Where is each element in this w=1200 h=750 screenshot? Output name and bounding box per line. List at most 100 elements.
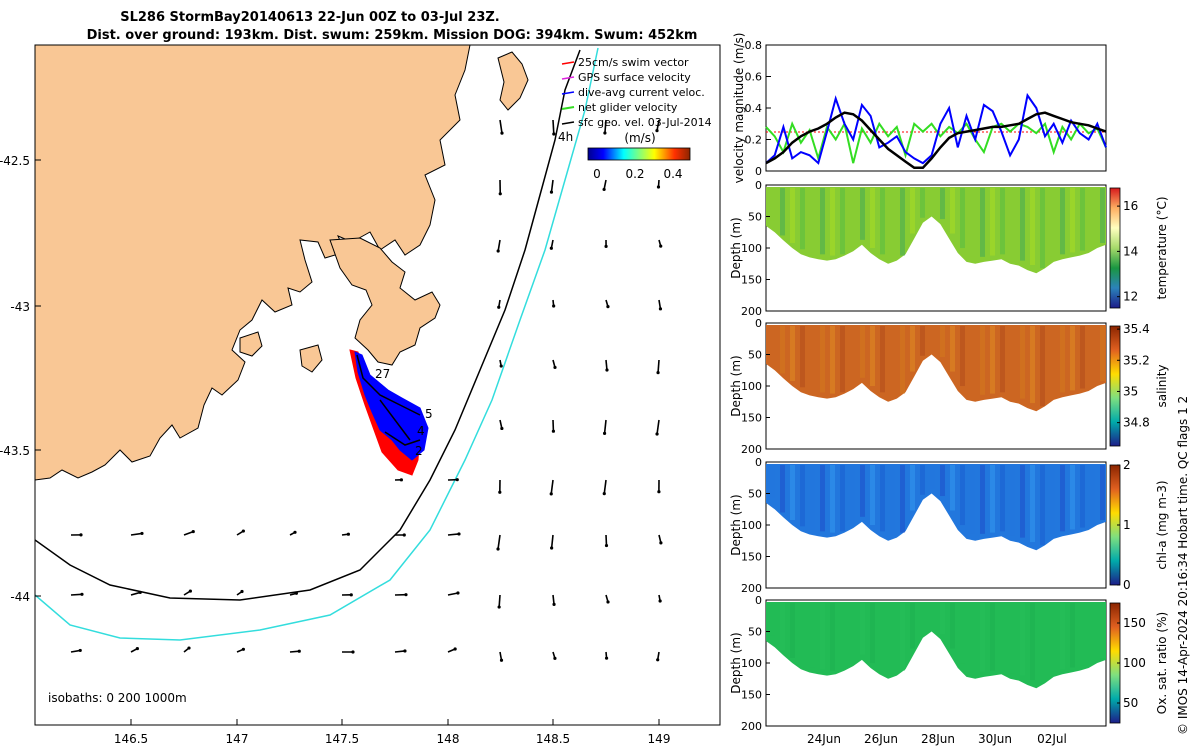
section-stripe xyxy=(780,603,785,651)
velocity-y-axis: 0 0.2 0.4 0.6 0.8 xyxy=(745,39,771,178)
current-vector-arrow xyxy=(289,591,298,596)
current-vector-arrow xyxy=(552,359,557,370)
section-stripe xyxy=(910,326,915,372)
section-stripe xyxy=(1100,188,1105,243)
land-mass xyxy=(35,45,471,481)
track-blue xyxy=(354,351,429,461)
current-vector-arrow xyxy=(70,533,83,537)
current-vector-arrow xyxy=(549,479,554,496)
colorbar-label: Ox. sat. ratio (%) xyxy=(1155,612,1169,714)
velocity-ytick: 0.6 xyxy=(745,71,763,84)
current-vector-arrow xyxy=(497,299,501,309)
current-vector-arrow xyxy=(498,479,502,494)
section-stripe xyxy=(1010,326,1015,397)
section-stripe xyxy=(900,465,905,533)
section-stripe xyxy=(1030,326,1035,404)
section-stripe xyxy=(960,188,965,249)
current-vector-arrow xyxy=(341,650,355,654)
section-ytick: 50 xyxy=(748,488,762,501)
section-stripe xyxy=(1040,603,1045,684)
current-vector-arrow xyxy=(236,529,245,536)
section-stripe xyxy=(1060,188,1065,255)
section-stripe xyxy=(1000,465,1005,532)
section-stripe xyxy=(780,188,785,236)
section-stripe xyxy=(790,465,795,520)
section-stripe xyxy=(950,603,955,649)
map-xtick-0: 146.5 xyxy=(114,732,148,746)
section-stripe xyxy=(810,188,815,253)
section-stripe xyxy=(1090,326,1095,387)
section-stripe xyxy=(870,326,875,387)
section-ytick: 200 xyxy=(741,305,762,318)
section-ytick: 200 xyxy=(741,720,762,733)
island-small xyxy=(239,331,263,357)
section-stripe xyxy=(770,603,775,636)
current-vector-arrow xyxy=(499,359,503,368)
section-stripe xyxy=(900,326,905,394)
map-colorbar-label: (m/s) xyxy=(624,131,655,145)
current-vector-arrow xyxy=(655,419,660,436)
current-vector-arrow xyxy=(496,534,501,551)
island-bruny xyxy=(299,344,323,373)
map-ytick-2: -43.5 xyxy=(0,444,30,458)
section-stripe xyxy=(930,188,935,212)
current-vector-arrow xyxy=(394,649,407,653)
section-panel: 0 50 100 150 200 Depth (m) 34.8 35 35.2 35.4 salin… xyxy=(729,317,1169,456)
current-vector-arrow xyxy=(497,594,501,609)
section-stripe xyxy=(950,326,955,372)
section-stripe xyxy=(850,326,855,385)
section-ytick: 0 xyxy=(755,179,762,192)
section-stripe xyxy=(1000,603,1005,670)
section-stripe xyxy=(980,465,985,534)
section-stripe xyxy=(920,603,925,633)
current-vector-arrow xyxy=(236,647,245,653)
date-tick-1: 26Jun xyxy=(864,732,898,746)
map-xtick-1: 147 xyxy=(226,732,249,746)
section-stripe xyxy=(1100,603,1105,658)
map-xtick-5: 149 xyxy=(648,732,671,746)
section-ytick: 100 xyxy=(741,242,762,255)
section-stripe xyxy=(840,188,845,255)
current-vector-arrow xyxy=(605,594,610,604)
section-stripe xyxy=(1050,465,1055,534)
current-vector-arrow xyxy=(603,119,607,135)
legend-geo: sfc geo. vel. 03-Jul-2014 xyxy=(578,116,712,129)
section-ytick: 200 xyxy=(741,582,762,595)
current-vector-arrow xyxy=(236,589,244,596)
section-stripe xyxy=(1040,326,1045,407)
section-ylabel: Depth (m) xyxy=(729,355,743,416)
section-colorbar xyxy=(1109,325,1121,447)
section-stripe xyxy=(770,188,775,221)
title-line-2: Dist. over ground: 193km. Dist. swum: 25… xyxy=(87,28,698,43)
current-vector-arrow xyxy=(657,479,661,494)
current-vector-arrow xyxy=(656,179,661,189)
section-stripe xyxy=(890,188,895,259)
section-ytick: 200 xyxy=(741,443,762,456)
section-stripe xyxy=(1070,603,1075,668)
section-stripe xyxy=(1070,465,1075,530)
isobaths-label: isobaths: 0 200 1000m xyxy=(48,691,187,705)
section-stripe xyxy=(820,465,825,532)
section-stripe xyxy=(990,326,995,394)
current-vector-arrow xyxy=(604,534,609,548)
current-vector-arrow xyxy=(394,593,408,597)
colorbar-tick: 1 xyxy=(1123,518,1131,532)
section-ylabel: Depth (m) xyxy=(729,217,743,278)
section-stripe xyxy=(1080,188,1085,251)
current-vector-arrow xyxy=(656,359,660,375)
current-vector-arrow xyxy=(552,299,556,308)
section-stripe xyxy=(770,326,775,359)
colorbar-tick: 14 xyxy=(1123,244,1138,258)
section-stripe xyxy=(1050,188,1055,257)
section-stripe xyxy=(800,326,805,388)
section-ytick: 0 xyxy=(755,456,762,469)
section-ytick: 0 xyxy=(755,317,762,330)
section-panel: 0 50 100 150 200 Depth (m) 50 100 150 Ox. sat. ra… xyxy=(729,594,1169,733)
date-axis: 24Jun 26Jun 28Jun 30Jun 02Jul xyxy=(807,732,1067,746)
section-stripe xyxy=(920,188,925,218)
section-stripe xyxy=(930,465,935,489)
section-stripe xyxy=(1080,465,1085,528)
section-ytick: 100 xyxy=(741,657,762,670)
